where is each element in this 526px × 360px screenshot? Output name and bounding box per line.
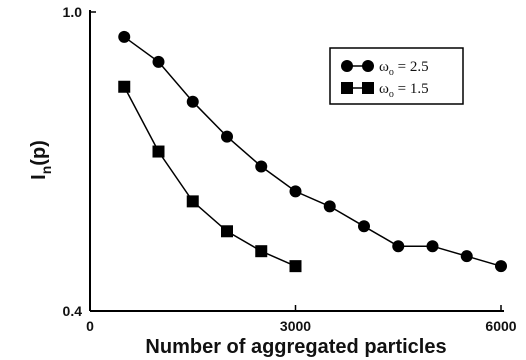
legend-box: [329, 47, 464, 105]
legend-label-square-symbol: ω: [379, 81, 389, 97]
series-line-square: [123, 86, 296, 267]
data-point-square: [118, 80, 131, 93]
x-tick-label: 3000: [280, 318, 311, 334]
data-point-circle: [221, 130, 233, 143]
legend-label-circle-sub: o: [389, 67, 394, 78]
data-point-circle: [118, 30, 131, 43]
data-point-circle: [426, 240, 439, 253]
legend-label-square-sub: o: [389, 89, 394, 100]
series-layer: [118, 30, 507, 273]
legend-label-square: ωo = 1.5: [379, 81, 429, 100]
data-point-square: [152, 145, 165, 158]
data-point-square: [289, 260, 302, 273]
x-axis-title: Number of aggregated particles: [145, 336, 446, 358]
data-point-circle: [152, 55, 165, 68]
y-tick-label: 0.4: [63, 303, 83, 319]
plot-area: [89, 10, 504, 312]
data-point-circle: [358, 220, 370, 233]
ticks: 0 3000 6000 0.4 1.0: [63, 4, 517, 334]
y-axis-title: In(p): [28, 140, 54, 180]
y-tick-label: 1.0: [63, 4, 83, 20]
y-axis-title-sub: n: [38, 166, 54, 175]
legend-marker-square-left: [341, 82, 353, 94]
y-axis-title-tail: (p): [28, 140, 50, 166]
legend-label-circle-value: = 2.5: [394, 59, 429, 75]
legend-label-circle-symbol: ω: [379, 59, 389, 75]
legend-marker-square-right: [362, 82, 374, 94]
legend-marker-circle-right: [362, 60, 374, 72]
data-point-circle: [392, 240, 405, 253]
data-point-square: [221, 225, 233, 238]
legend-label-square-value: = 1.5: [394, 81, 429, 97]
legend-marker-circle-left: [341, 60, 353, 72]
legend-label-circle: ωo = 2.5: [379, 59, 429, 78]
x-tick-label: 6000: [485, 318, 516, 334]
x-tick-label: 0: [86, 318, 94, 334]
data-point-square: [255, 245, 268, 258]
data-point-circle: [186, 95, 199, 108]
legend: ωo = 2.5 ωo = 1.5: [329, 47, 464, 105]
data-point-circle: [323, 200, 336, 213]
data-point-circle: [495, 260, 507, 273]
data-point-circle: [460, 250, 473, 263]
data-point-circle: [289, 185, 302, 198]
y-axis-title-main: I: [28, 174, 50, 180]
data-point-square: [186, 195, 199, 208]
data-point-circle: [255, 160, 268, 173]
